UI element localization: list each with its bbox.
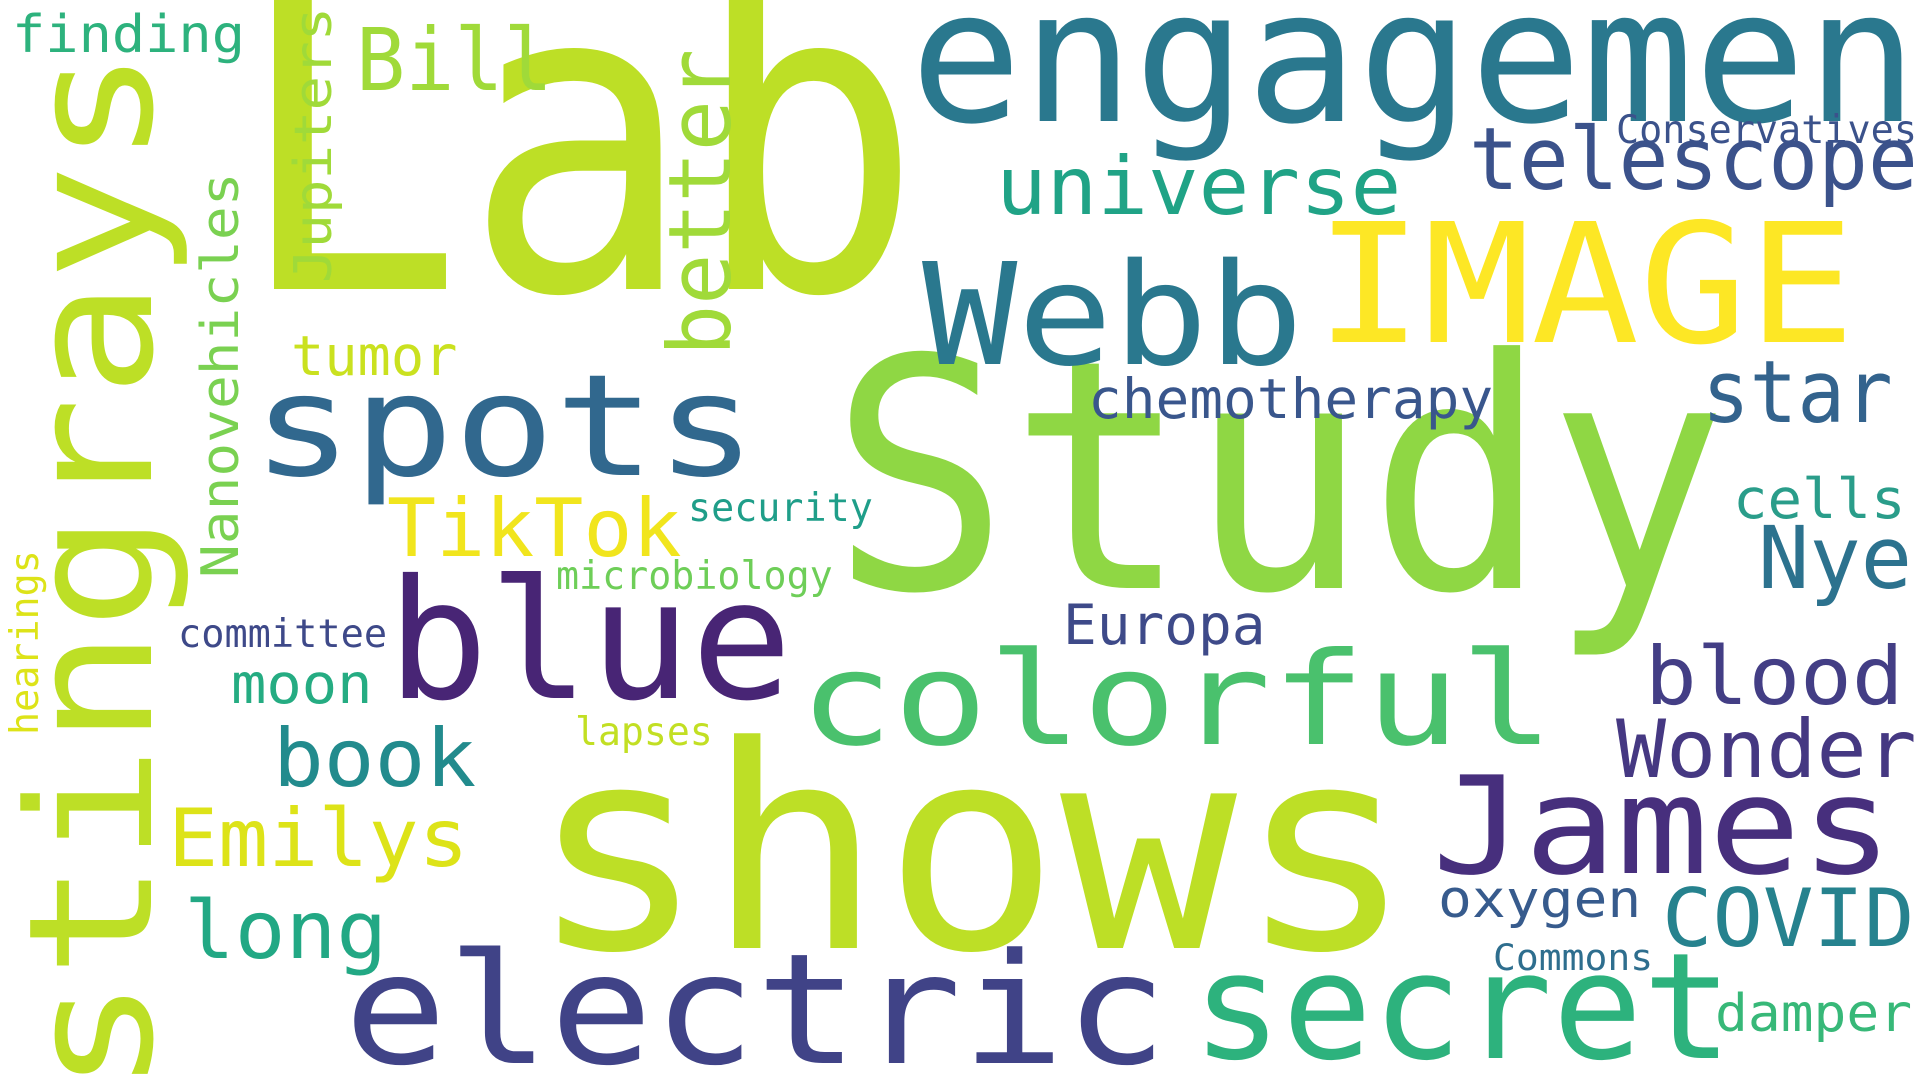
word: better — [650, 49, 751, 357]
word: shows — [528, 685, 1414, 1015]
word: Jupiters — [283, 6, 344, 283]
word: tumor — [291, 324, 458, 389]
word: Webb — [921, 234, 1304, 399]
word: Emilys — [168, 791, 470, 885]
word: star — [1702, 343, 1894, 444]
word: cells — [1733, 468, 1906, 533]
word: IMAGE — [1315, 188, 1856, 382]
word: blue — [387, 545, 793, 739]
word: committee — [178, 610, 388, 657]
word: chemotherapy — [1087, 367, 1493, 432]
word: colorful — [798, 625, 1555, 776]
word: Lab — [233, 0, 922, 392]
word: electric — [344, 921, 1168, 1080]
word: Wonder — [1616, 703, 1918, 797]
word: Nanovehicles — [191, 172, 252, 578]
word: COVID — [1661, 871, 1915, 965]
word: lapses — [575, 709, 713, 756]
word: James — [1432, 747, 1893, 906]
word: Nye — [1757, 509, 1912, 610]
word: telescope — [1468, 109, 1918, 210]
word: blood — [1644, 629, 1904, 723]
word: long — [184, 884, 388, 978]
word: oxygen — [1438, 869, 1642, 930]
word: engagemen — [909, 0, 1918, 166]
word: security — [688, 485, 874, 532]
word: secret — [1192, 920, 1733, 1080]
word: moon — [231, 652, 373, 717]
word: Study — [829, 292, 1728, 665]
word: finding — [12, 4, 246, 65]
word: TikTok — [387, 482, 682, 576]
word: universe — [995, 140, 1401, 234]
word: Commons — [1493, 936, 1654, 980]
word: microbiology — [555, 552, 833, 599]
word: Bill — [356, 11, 554, 112]
word: spots — [251, 344, 757, 509]
word: Europa — [1063, 593, 1266, 658]
word: Conservatives — [1616, 106, 1918, 153]
word: hearings — [2, 550, 49, 736]
word: book — [272, 712, 477, 806]
word: damper — [1714, 984, 1912, 1045]
